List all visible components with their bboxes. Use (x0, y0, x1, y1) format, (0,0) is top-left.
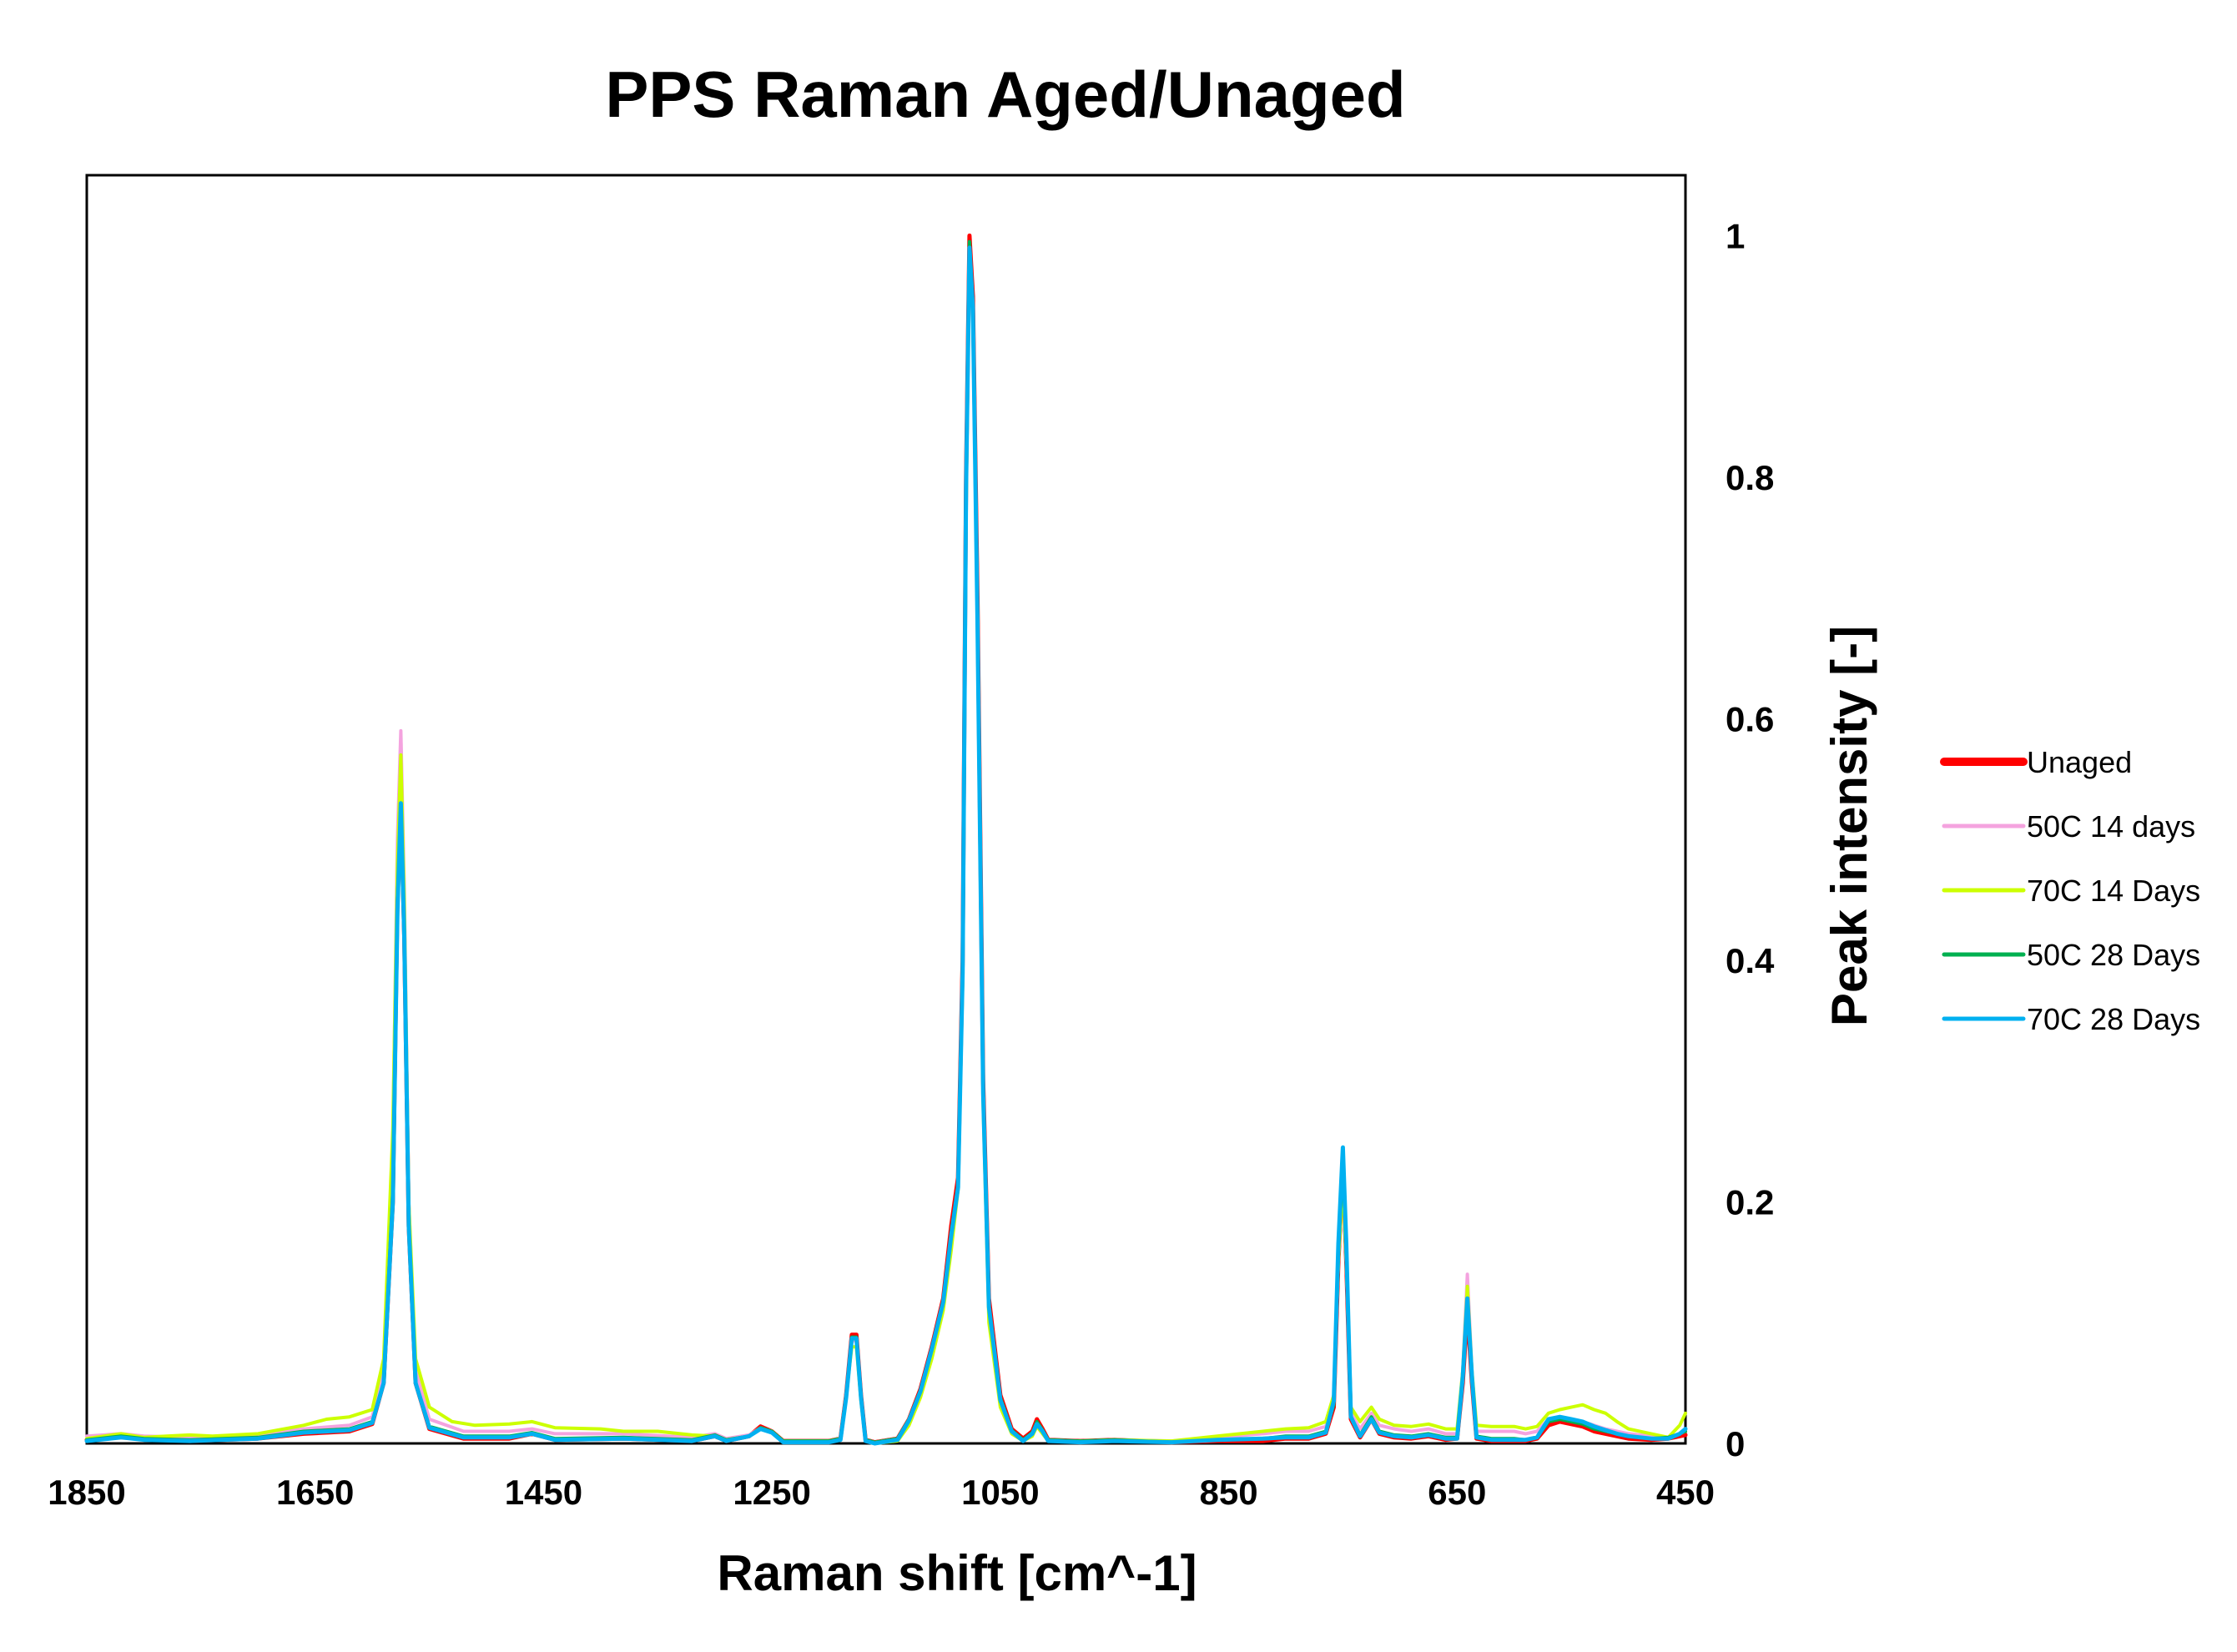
series-line-70c-28-days (84, 245, 1688, 1446)
series-layer (84, 233, 1688, 1446)
x-tick-label: 1250 (733, 1473, 810, 1512)
x-tick-label: 1450 (505, 1473, 582, 1512)
x-tick-label: 850 (1200, 1473, 1258, 1512)
y-tick-label: 0.6 (1726, 699, 1774, 738)
chart-title: PPS Raman Aged/Unaged (605, 58, 1405, 131)
legend-label: 70C 28 Days (2027, 1002, 2200, 1036)
plot-area-frame (85, 174, 1687, 1445)
y-tick-labels: 0 0.2 0.4 0.6 0.8 1 (1726, 216, 1775, 1463)
y-tick-label: 0.4 (1726, 941, 1775, 980)
x-tick-label: 1050 (961, 1473, 1039, 1512)
x-axis-title: Raman shift [cm^-1] (717, 1545, 1197, 1601)
x-tick-labels: 1850 1650 1450 1250 1050 850 650 450 (48, 1473, 1715, 1512)
x-tick-label: 450 (1656, 1473, 1715, 1512)
legend: Unaged 50C 14 days 70C 14 Days 50C 28 Days 7… (1940, 745, 2200, 1036)
y-tick-label: 0.8 (1726, 458, 1774, 497)
legend-label: Unaged (2027, 745, 2132, 779)
x-tick-label: 1850 (48, 1473, 125, 1512)
x-tick-label: 1650 (276, 1473, 354, 1512)
y-tick-label: 0 (1726, 1424, 1745, 1463)
y-tick-label: 1 (1726, 216, 1745, 255)
legend-label: 50C 14 days (2027, 809, 2195, 844)
x-tick-label: 650 (1428, 1473, 1486, 1512)
legend-label: 50C 28 Days (2027, 938, 2200, 972)
y-axis-title: Peak intensity [-] (1821, 626, 1877, 1026)
legend-label: 70C 14 Days (2027, 874, 2200, 908)
y-tick-label: 0.2 (1726, 1182, 1774, 1221)
